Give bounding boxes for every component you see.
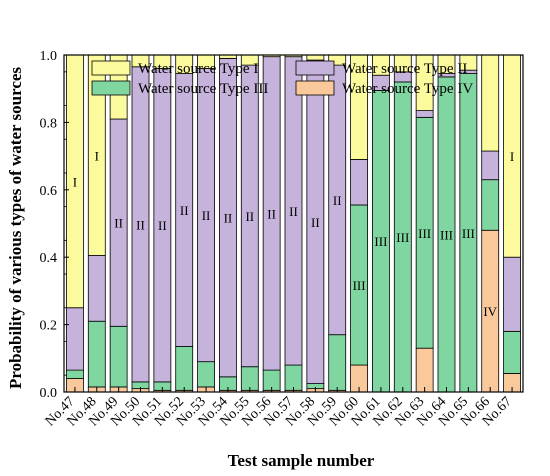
bar-segment xyxy=(197,361,215,388)
segment-label: II xyxy=(289,204,298,219)
bar-segment xyxy=(415,347,434,393)
segment-label: II xyxy=(311,215,320,230)
legend-swatch xyxy=(91,60,131,76)
y-tick-label: 1.0 xyxy=(40,49,58,64)
bars-layer xyxy=(66,54,521,393)
bar-segment xyxy=(503,330,521,374)
bar-segment xyxy=(175,346,194,391)
bar-segment xyxy=(350,159,368,206)
legend: Water source Type I Water source Type II W… xyxy=(91,60,473,97)
y-tick-label: 0.6 xyxy=(40,184,58,199)
segment-label: I xyxy=(510,149,514,164)
legend-swatch xyxy=(91,80,131,96)
y-axis-title: Probability of various types of water so… xyxy=(6,67,25,389)
segment-label: II xyxy=(202,208,211,223)
y-tick-label: 0.0 xyxy=(40,386,58,401)
bar-segment xyxy=(66,307,84,371)
y-tick-label: 0.8 xyxy=(40,116,58,131)
legend-label: Water source Type III xyxy=(138,81,268,97)
segment-label: III xyxy=(353,278,366,293)
bar-segment xyxy=(109,325,128,388)
bar-segment xyxy=(328,334,347,391)
segment-label: II xyxy=(333,193,342,208)
legend-label: Water source Type I xyxy=(138,61,258,77)
segment-label: III xyxy=(418,226,431,241)
bar-segment xyxy=(66,369,84,379)
segment-label: II xyxy=(158,218,167,233)
segment-label: II xyxy=(224,211,233,226)
segment-label: II xyxy=(180,203,189,218)
segment-label: III xyxy=(440,227,453,242)
segment-label: III xyxy=(374,234,387,249)
legend-label: Water source Type IV xyxy=(342,81,473,97)
segment-label: II xyxy=(245,209,254,224)
bar-segment xyxy=(481,54,500,152)
legend-label: Water source Type II xyxy=(342,61,467,77)
axes-layer: 0.00.20.40.60.81.0No.47No.48No.49No.50No… xyxy=(40,49,524,429)
bar-segment xyxy=(481,179,500,231)
segment-label: II xyxy=(136,217,145,232)
bar-segment xyxy=(240,366,259,391)
x-axis-title: Test sample number xyxy=(228,451,375,470)
segment-label: I xyxy=(95,148,99,163)
legend-swatch xyxy=(295,80,335,96)
segment-label: II xyxy=(267,206,276,221)
bar-segment xyxy=(415,110,434,118)
legend-swatch xyxy=(295,60,335,76)
bar-segment xyxy=(481,150,500,181)
segment-label: II xyxy=(114,216,123,231)
segment-label: III xyxy=(462,226,475,241)
y-tick-label: 0.2 xyxy=(40,319,58,334)
bar-segment xyxy=(284,364,303,391)
segment-label: III xyxy=(396,230,409,245)
segment-label: I xyxy=(73,174,77,189)
segment-label: IV xyxy=(483,304,497,319)
bar-segment xyxy=(87,320,106,388)
bar-segment xyxy=(87,255,106,322)
y-tick-label: 0.4 xyxy=(40,251,58,266)
bar-segment xyxy=(306,54,325,61)
bar-segment xyxy=(503,256,521,332)
